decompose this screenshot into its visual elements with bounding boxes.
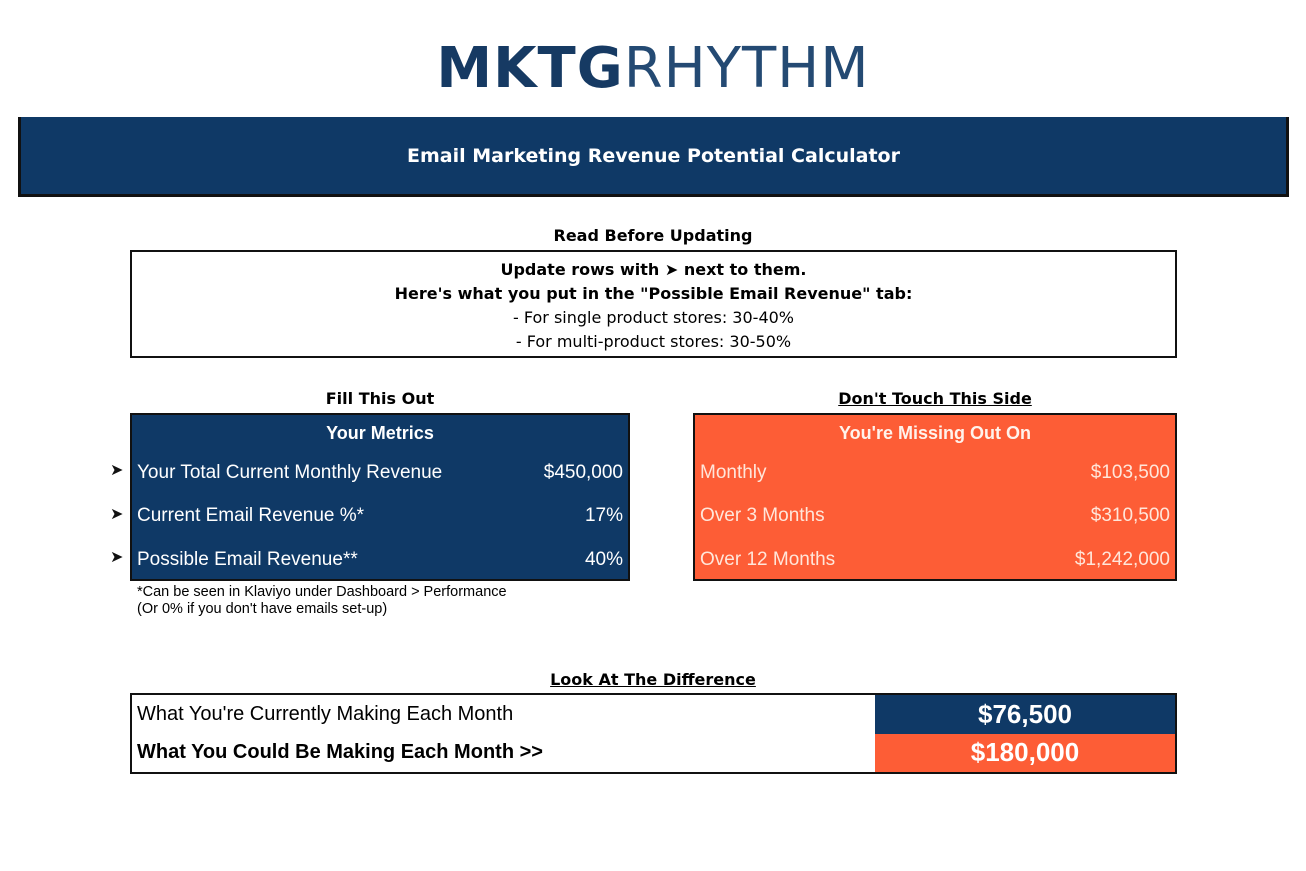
logo-bold-text: MKTG	[436, 36, 624, 101]
metric-value-input[interactable]: 17%	[584, 505, 623, 527]
editable-row-marker-icon: ➤	[110, 506, 124, 523]
difference-row-current: What You're Currently Making Each Month …	[132, 695, 1175, 734]
missing-section-heading: Don't Touch This Side	[838, 389, 1032, 408]
metric-row-possible-email-revenue[interactable]: Possible Email Revenue** 40%	[132, 538, 628, 582]
instructions-heading: Read Before Updating	[553, 226, 753, 245]
footnote-line-1: *Can be seen in Klaviyo under Dashboard …	[137, 584, 507, 600]
missing-label: Over 12 Months	[700, 548, 836, 570]
missing-out-title: You're Missing Out On	[839, 422, 1031, 443]
difference-heading: Look At The Difference	[550, 670, 756, 689]
missing-value: $310,500	[1090, 505, 1170, 527]
footnote-line-2: (Or 0% if you don't have emails set-up)	[137, 601, 388, 617]
footnote: *Can be seen in Klaviyo under Dashboard …	[137, 584, 507, 618]
metric-label: Possible Email Revenue**	[137, 548, 358, 570]
editable-row-marker-icon: ➤	[110, 462, 124, 479]
metric-label: Your Total Current Monthly Revenue	[137, 461, 443, 483]
difference-potential-value: $180,000	[875, 733, 1175, 772]
page-title-banner: Email Marketing Revenue Potential Calcul…	[18, 117, 1289, 197]
metric-row-current-email-revenue[interactable]: Current Email Revenue %* 17%	[132, 495, 628, 539]
instructions-line-3: - For single product stores: 30-40%	[513, 308, 794, 327]
difference-potential-label: What You Could Be Making Each Month >>	[137, 741, 543, 764]
page-title: Email Marketing Revenue Potential Calcul…	[407, 144, 900, 167]
instructions-line-2: Here's what you put in the "Possible Ema…	[394, 284, 913, 303]
missing-value: $103,500	[1090, 461, 1170, 483]
difference-current-value: $76,500	[875, 695, 1175, 734]
missing-label: Over 3 Months	[700, 505, 825, 527]
difference-row-potential: What You Could Be Making Each Month >> $…	[132, 733, 1175, 772]
missing-row-monthly: Monthly $103,500	[695, 451, 1175, 495]
instructions-line-4: - For multi-product stores: 30-50%	[515, 332, 792, 351]
metric-value-input[interactable]: 40%	[584, 548, 623, 570]
logo-light-text: RHYTHM	[623, 36, 870, 101]
fill-section-heading: Fill This Out	[325, 389, 435, 408]
missing-row-12-months: Over 12 Months $1,242,000	[695, 538, 1175, 582]
your-metrics-title: Your Metrics	[326, 422, 434, 443]
missing-label: Monthly	[700, 461, 767, 483]
your-metrics-panel: Your Metrics Your Total Current Monthly …	[130, 413, 630, 581]
metric-label: Current Email Revenue %*	[137, 505, 365, 527]
difference-current-label: What You're Currently Making Each Month	[137, 702, 514, 725]
instructions-box: Update rows with ➤ next to them. Here's …	[130, 250, 1177, 358]
difference-table: What You're Currently Making Each Month …	[130, 693, 1177, 774]
missing-value: $1,242,000	[1074, 548, 1170, 570]
metric-value-input[interactable]: $450,000	[543, 461, 623, 483]
editable-row-marker-icon: ➤	[110, 549, 124, 566]
brand-logo: MKTGRHYTHM	[0, 36, 1306, 102]
missing-row-3-months: Over 3 Months $310,500	[695, 495, 1175, 539]
missing-out-panel: You're Missing Out On Monthly $103,500 O…	[693, 413, 1177, 581]
instructions-line-1: Update rows with ➤ next to them.	[500, 260, 807, 279]
metric-row-monthly-revenue[interactable]: Your Total Current Monthly Revenue $450,…	[132, 451, 628, 495]
